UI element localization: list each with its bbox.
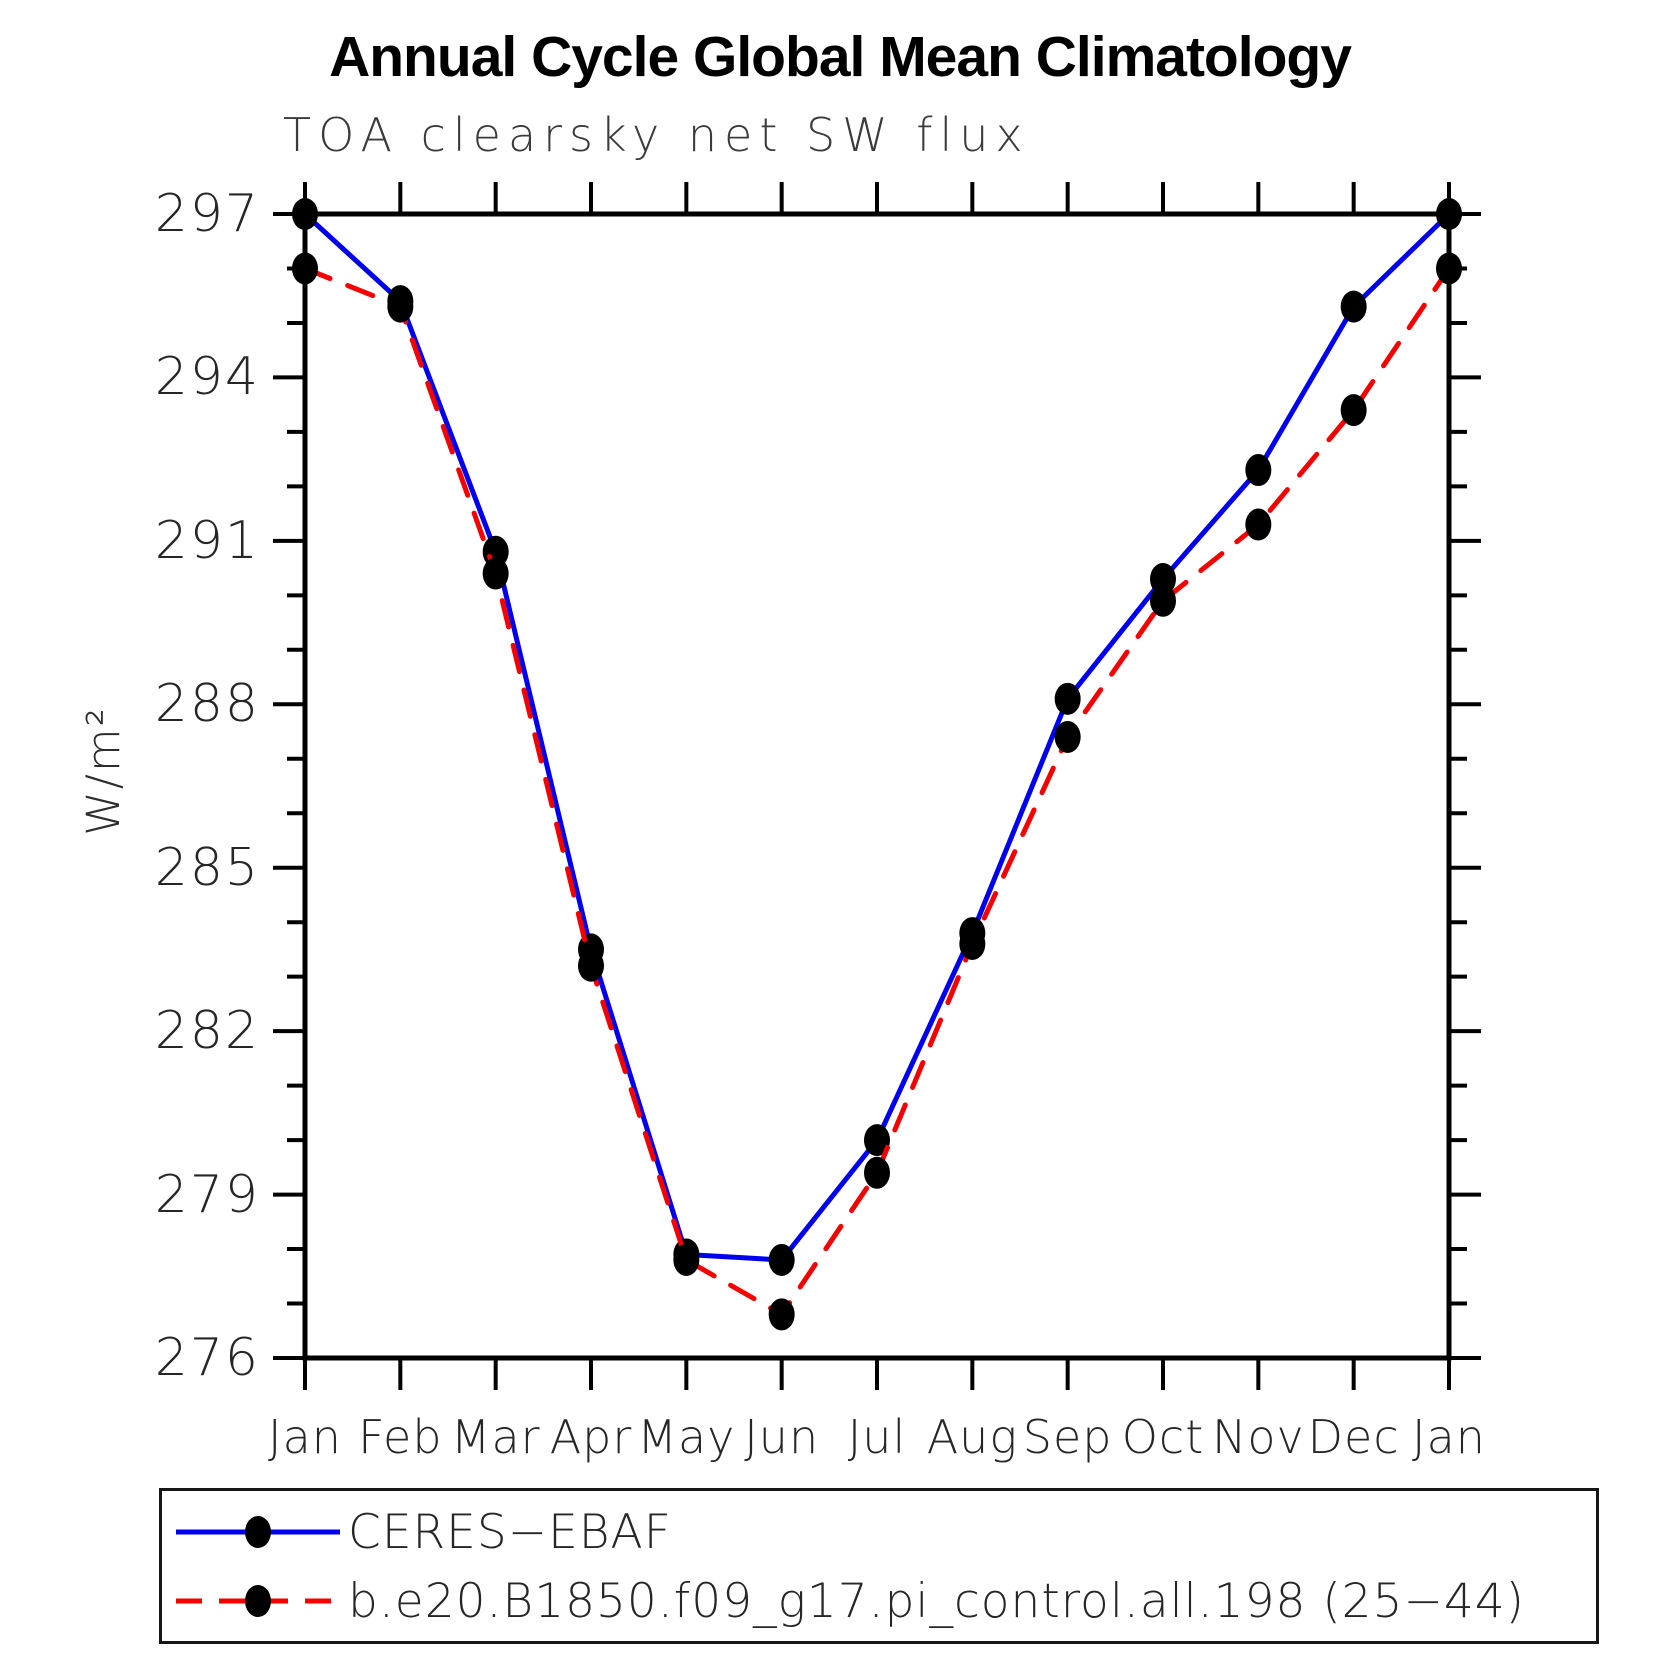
- legend-item-model: b.e20.B1850.f09_g17.pi_control.all.198 (…: [170, 1573, 1525, 1629]
- x-tick-label: Dec: [1307, 1410, 1400, 1464]
- series-line-0: [302, 211, 1452, 1263]
- x-tick-label: Oct: [1121, 1410, 1205, 1464]
- legend-box: CERES−EBAF b.e20.B1850.f09_g17.pi_contro…: [159, 1488, 1599, 1644]
- legend-label-model: b.e20.B1850.f09_g17.pi_control.all.198 (…: [348, 1573, 1525, 1629]
- data-point-marker: [292, 198, 318, 230]
- data-point-marker: [864, 1156, 890, 1189]
- data-point-marker: [864, 1124, 890, 1157]
- y-tick-label: 291: [154, 510, 260, 571]
- y-tick-label: 282: [154, 1001, 260, 1062]
- data-point-marker: [482, 557, 509, 590]
- data-point-marker: [1436, 198, 1462, 230]
- data-point-marker: [768, 1298, 795, 1331]
- data-point-marker: [1340, 290, 1367, 323]
- legend-sample-solid-line: [176, 1516, 340, 1548]
- x-tick-label: Sep: [1022, 1410, 1113, 1464]
- chart-title: Annual Cycle Global Mean Climatology: [329, 25, 1352, 89]
- data-point-marker: [1054, 682, 1081, 715]
- y-tick-label: 297: [154, 184, 260, 244]
- legend-item-ceres: CERES−EBAF: [170, 1504, 672, 1560]
- legend-label-ceres: CERES−EBAF: [348, 1504, 672, 1560]
- data-point-marker: [673, 1243, 700, 1276]
- data-point-marker: [1245, 508, 1272, 541]
- x-tick-label: Jan: [268, 1410, 342, 1464]
- x-tick-label: May: [637, 1410, 736, 1464]
- data-point-marker: [1245, 454, 1272, 487]
- data-point-marker: [768, 1243, 795, 1276]
- data-point-marker: [959, 927, 986, 960]
- data-point-marker: [1150, 584, 1176, 617]
- x-tick-label: Aug: [926, 1410, 1018, 1464]
- chart-subtitle: TOA clearsky net SW flux: [283, 108, 1030, 162]
- data-point-marker: [578, 949, 604, 982]
- data-point-marker: [1436, 252, 1462, 285]
- y-tick-label: 279: [154, 1164, 260, 1225]
- data-point-marker: [1340, 394, 1367, 427]
- x-tick-label: Mar: [450, 1410, 541, 1464]
- data-point-marker: [387, 290, 414, 323]
- y-tick-label: 294: [154, 347, 260, 408]
- x-tick-label: Jul: [847, 1410, 907, 1464]
- legend-marker-dot: [245, 1516, 271, 1548]
- data-point-marker: [1054, 720, 1081, 753]
- x-tick-label: Nov: [1211, 1410, 1305, 1464]
- y-tick-label: 288: [154, 674, 260, 735]
- plot-frame: [302, 211, 1452, 1361]
- x-tick-label: Apr: [549, 1410, 633, 1464]
- x-tick-label: Jun: [744, 1410, 820, 1464]
- data-point-marker: [292, 252, 318, 285]
- legend-marker-dot: [245, 1585, 271, 1617]
- x-tick-label: Feb: [358, 1410, 443, 1464]
- legend-sample-dashed-line: [176, 1585, 340, 1617]
- y-tick-label: 276: [154, 1328, 260, 1388]
- x-tick-label: Jan: [1412, 1410, 1486, 1464]
- y-tick-label: 285: [154, 837, 260, 898]
